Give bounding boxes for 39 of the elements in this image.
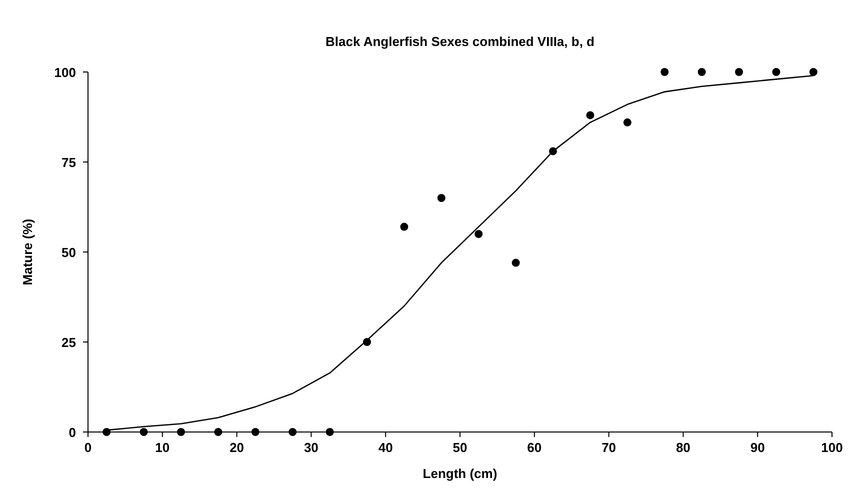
point [102, 428, 111, 436]
point [140, 428, 148, 436]
point [549, 147, 557, 156]
x-tick-label: 10 [155, 440, 170, 455]
y-axis-title: Mature (%) [20, 218, 35, 286]
point [474, 230, 483, 238]
x-tick-label: 50 [452, 440, 468, 455]
point [363, 338, 371, 346]
point [772, 68, 780, 76]
chart-title: Black Anglerfish Sexes combined VIIIa, b, d [326, 34, 595, 49]
x-tick-label: 80 [676, 440, 690, 455]
x-tick-label: 100 [821, 440, 843, 455]
point [177, 428, 185, 436]
point [214, 428, 222, 436]
point [623, 118, 632, 126]
point [809, 68, 818, 76]
point [512, 258, 520, 267]
x-tick-label: 40 [378, 440, 393, 455]
x-tick-label: 90 [750, 440, 765, 455]
point [437, 194, 446, 202]
x-tick-label: 20 [230, 440, 244, 455]
y-tick-label: 100 [54, 65, 76, 80]
x-axis-title: Length (cm) [422, 466, 498, 481]
x-tick-label: 30 [304, 440, 318, 455]
y-tick-label: 50 [62, 245, 76, 260]
y-tick-label: 25 [62, 335, 76, 350]
point [698, 68, 706, 76]
point [400, 222, 408, 231]
x-tick-label: 60 [527, 440, 542, 455]
point [586, 111, 594, 120]
x-tick-label: 70 [602, 440, 616, 455]
point [326, 428, 334, 436]
point [251, 428, 260, 436]
point [288, 428, 297, 436]
y-tick-label: 75 [62, 155, 76, 170]
y-tick-label: 0 [68, 425, 76, 440]
point [660, 68, 669, 76]
x-tick-label: 0 [84, 440, 92, 455]
point [735, 68, 743, 76]
